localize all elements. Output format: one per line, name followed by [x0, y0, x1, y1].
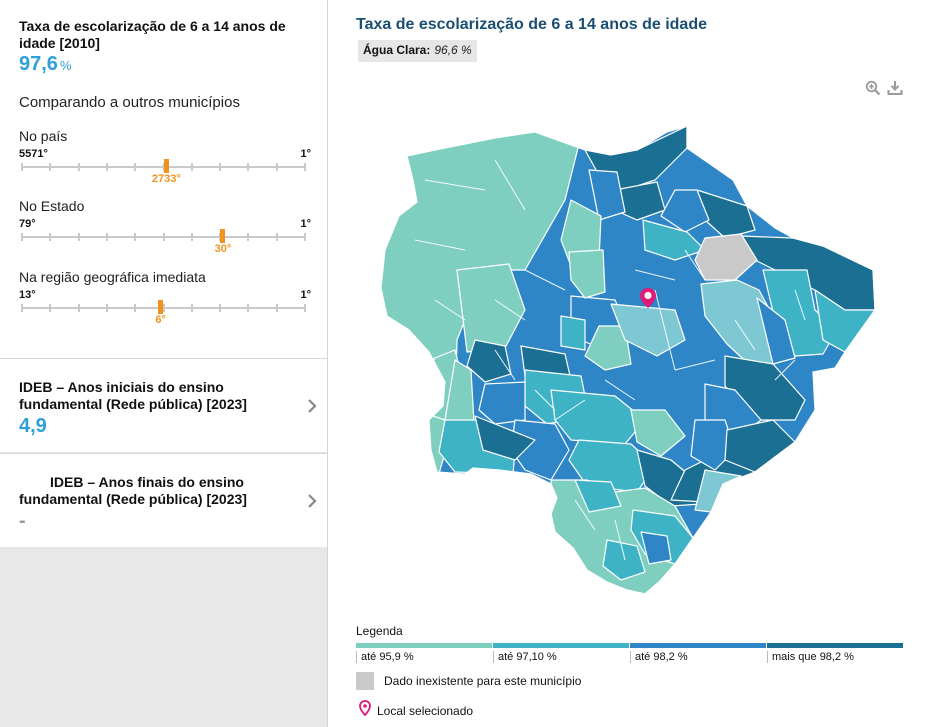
rank-tick [162, 233, 165, 241]
selected-location-icon [359, 700, 371, 716]
ideb-final-title: IDEB – Anos finais do ensino fundamental… [19, 474, 247, 507]
rank-value: 2733° [151, 173, 181, 185]
chevron-right-icon[interactable] [307, 399, 317, 413]
rank-high: 1° [300, 218, 311, 230]
download-icon[interactable] [887, 80, 903, 96]
legend-swatch [356, 643, 492, 648]
rank-tick [105, 163, 108, 171]
rank-tick [304, 233, 306, 241]
rank-tick [134, 233, 137, 241]
legend-title: Legenda [356, 624, 403, 638]
rank-tick [134, 163, 137, 171]
side-panel: Taxa de escolarização de 6 a 14 anos de … [0, 0, 328, 727]
rank-tick [77, 304, 80, 312]
rank-label: No Estado [19, 198, 85, 214]
rank-tick [190, 304, 193, 312]
rank-marker [220, 229, 226, 243]
place-value: 96,6 % [434, 43, 472, 57]
legend-item-3: até 98,2 % [630, 643, 766, 663]
ideb-initial-value: 4,9 [19, 415, 47, 437]
rank-tick [247, 233, 250, 241]
rank-state: No Estado 79° 1° 30° [19, 198, 311, 255]
legend-label: mais que 98,2 % [767, 651, 903, 663]
rank-marker [158, 300, 164, 314]
place-name: Água Clara: [363, 43, 431, 57]
rank-high: 1° [300, 289, 311, 301]
rank-tick [162, 304, 165, 312]
rank-tick [219, 233, 222, 241]
legend-swatch [630, 643, 766, 648]
legend-label: até 98,2 % [630, 651, 766, 663]
rank-value: 30° [214, 243, 232, 255]
rank-high: 1° [300, 148, 311, 160]
rank-tick [162, 163, 165, 171]
rank-low: 13° [19, 289, 36, 301]
indicator-value: 97,6% [19, 53, 307, 76]
nodata-label: Dado inexistente para este município [384, 674, 582, 688]
rank-tick [304, 304, 306, 312]
legend-swatch [767, 643, 903, 648]
rank-tick [275, 163, 278, 171]
rank-tick [21, 233, 23, 241]
rank-value: 6° [155, 314, 166, 326]
indicator-card: Taxa de escolarização de 6 a 14 anos de … [0, 0, 327, 358]
rank-tick [105, 304, 108, 312]
ideb-initial-title: IDEB – Anos iniciais do ensino fundament… [19, 379, 247, 412]
selected-location-label: Local selecionado [377, 704, 474, 718]
rank-tick [247, 163, 250, 171]
rank-tick [77, 163, 80, 171]
rank-tick [105, 233, 108, 241]
legend-item-1: até 95,9 % [356, 643, 492, 663]
rank-region: Na região geográfica imediata 13° 1° 6° [19, 269, 311, 326]
ideb-final-value: - [19, 510, 26, 532]
indicator-unit: % [59, 58, 72, 73]
indicator-title: Taxa de escolarização de 6 a 14 anos de … [19, 18, 286, 51]
comparison-title: Comparando a outros municípios [19, 94, 240, 111]
rank-tick [275, 233, 278, 241]
chevron-right-icon[interactable] [307, 494, 317, 508]
map-title: Taxa de escolarização de 6 a 14 anos de … [356, 16, 707, 33]
rank-tick [219, 304, 222, 312]
indicator-value-number: 97,6 [19, 53, 58, 75]
rank-tick [49, 233, 52, 241]
nodata-swatch [356, 672, 374, 690]
rank-tick [247, 304, 250, 312]
legend-item-4: mais que 98,2 % [767, 643, 903, 663]
rank-tick [275, 304, 278, 312]
rank-label: Na região geográfica imediata [19, 269, 206, 285]
rank-tick [49, 163, 52, 171]
zoom-in-icon[interactable] [865, 80, 881, 96]
legend-label: até 97,10 % [493, 651, 629, 663]
rank-tick [21, 304, 23, 312]
choropleth-map[interactable] [375, 120, 895, 600]
rank-tick [304, 163, 306, 171]
rank-marker [163, 159, 169, 173]
ideb-initial-card[interactable]: IDEB – Anos iniciais do ensino fundament… [0, 358, 327, 452]
selected-place-tag: Água Clara: 96,6 % [358, 40, 477, 62]
rank-tick [190, 233, 193, 241]
rank-low: 5571° [19, 148, 48, 160]
legend-item-2: até 97,10 % [493, 643, 629, 663]
ideb-final-card[interactable]: IDEB – Anos finais do ensino fundamental… [0, 453, 327, 547]
location-pin-icon [640, 288, 656, 308]
legend-swatch [493, 643, 629, 648]
rank-tick [190, 163, 193, 171]
rank-tick [219, 163, 222, 171]
rank-tick [49, 304, 52, 312]
rank-tick [134, 304, 137, 312]
rank-country: No país 5571° 1° 2733° [19, 128, 311, 185]
legend-label: até 95,9 % [356, 651, 492, 663]
rank-tick [21, 163, 23, 171]
rank-label: No país [19, 128, 68, 144]
rank-tick [77, 233, 80, 241]
rank-low: 79° [19, 218, 36, 230]
